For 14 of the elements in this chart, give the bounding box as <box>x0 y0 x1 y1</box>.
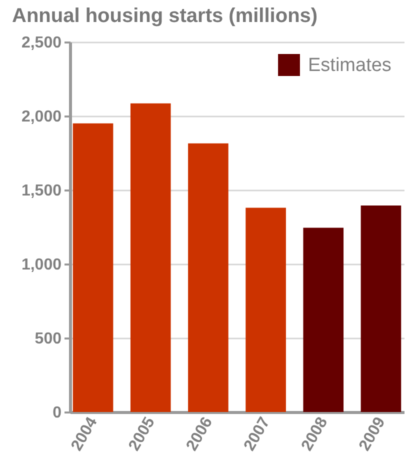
legend-label: Estimates <box>308 55 392 76</box>
y-tick-label: 500 <box>34 330 62 348</box>
y-tick-label: 2,500 <box>21 34 62 52</box>
bar <box>188 143 228 412</box>
bar <box>303 228 344 412</box>
y-tick-label: 1,000 <box>21 256 62 274</box>
bar <box>246 208 286 412</box>
bar <box>130 103 171 412</box>
y-tick-label: 2,000 <box>21 108 62 126</box>
bar <box>360 206 402 412</box>
y-tick-label: 0 <box>52 404 62 422</box>
y-tick-label: 1,500 <box>21 182 62 200</box>
bar <box>72 123 114 412</box>
chart-title: Annual housing starts (millions) <box>12 5 318 27</box>
